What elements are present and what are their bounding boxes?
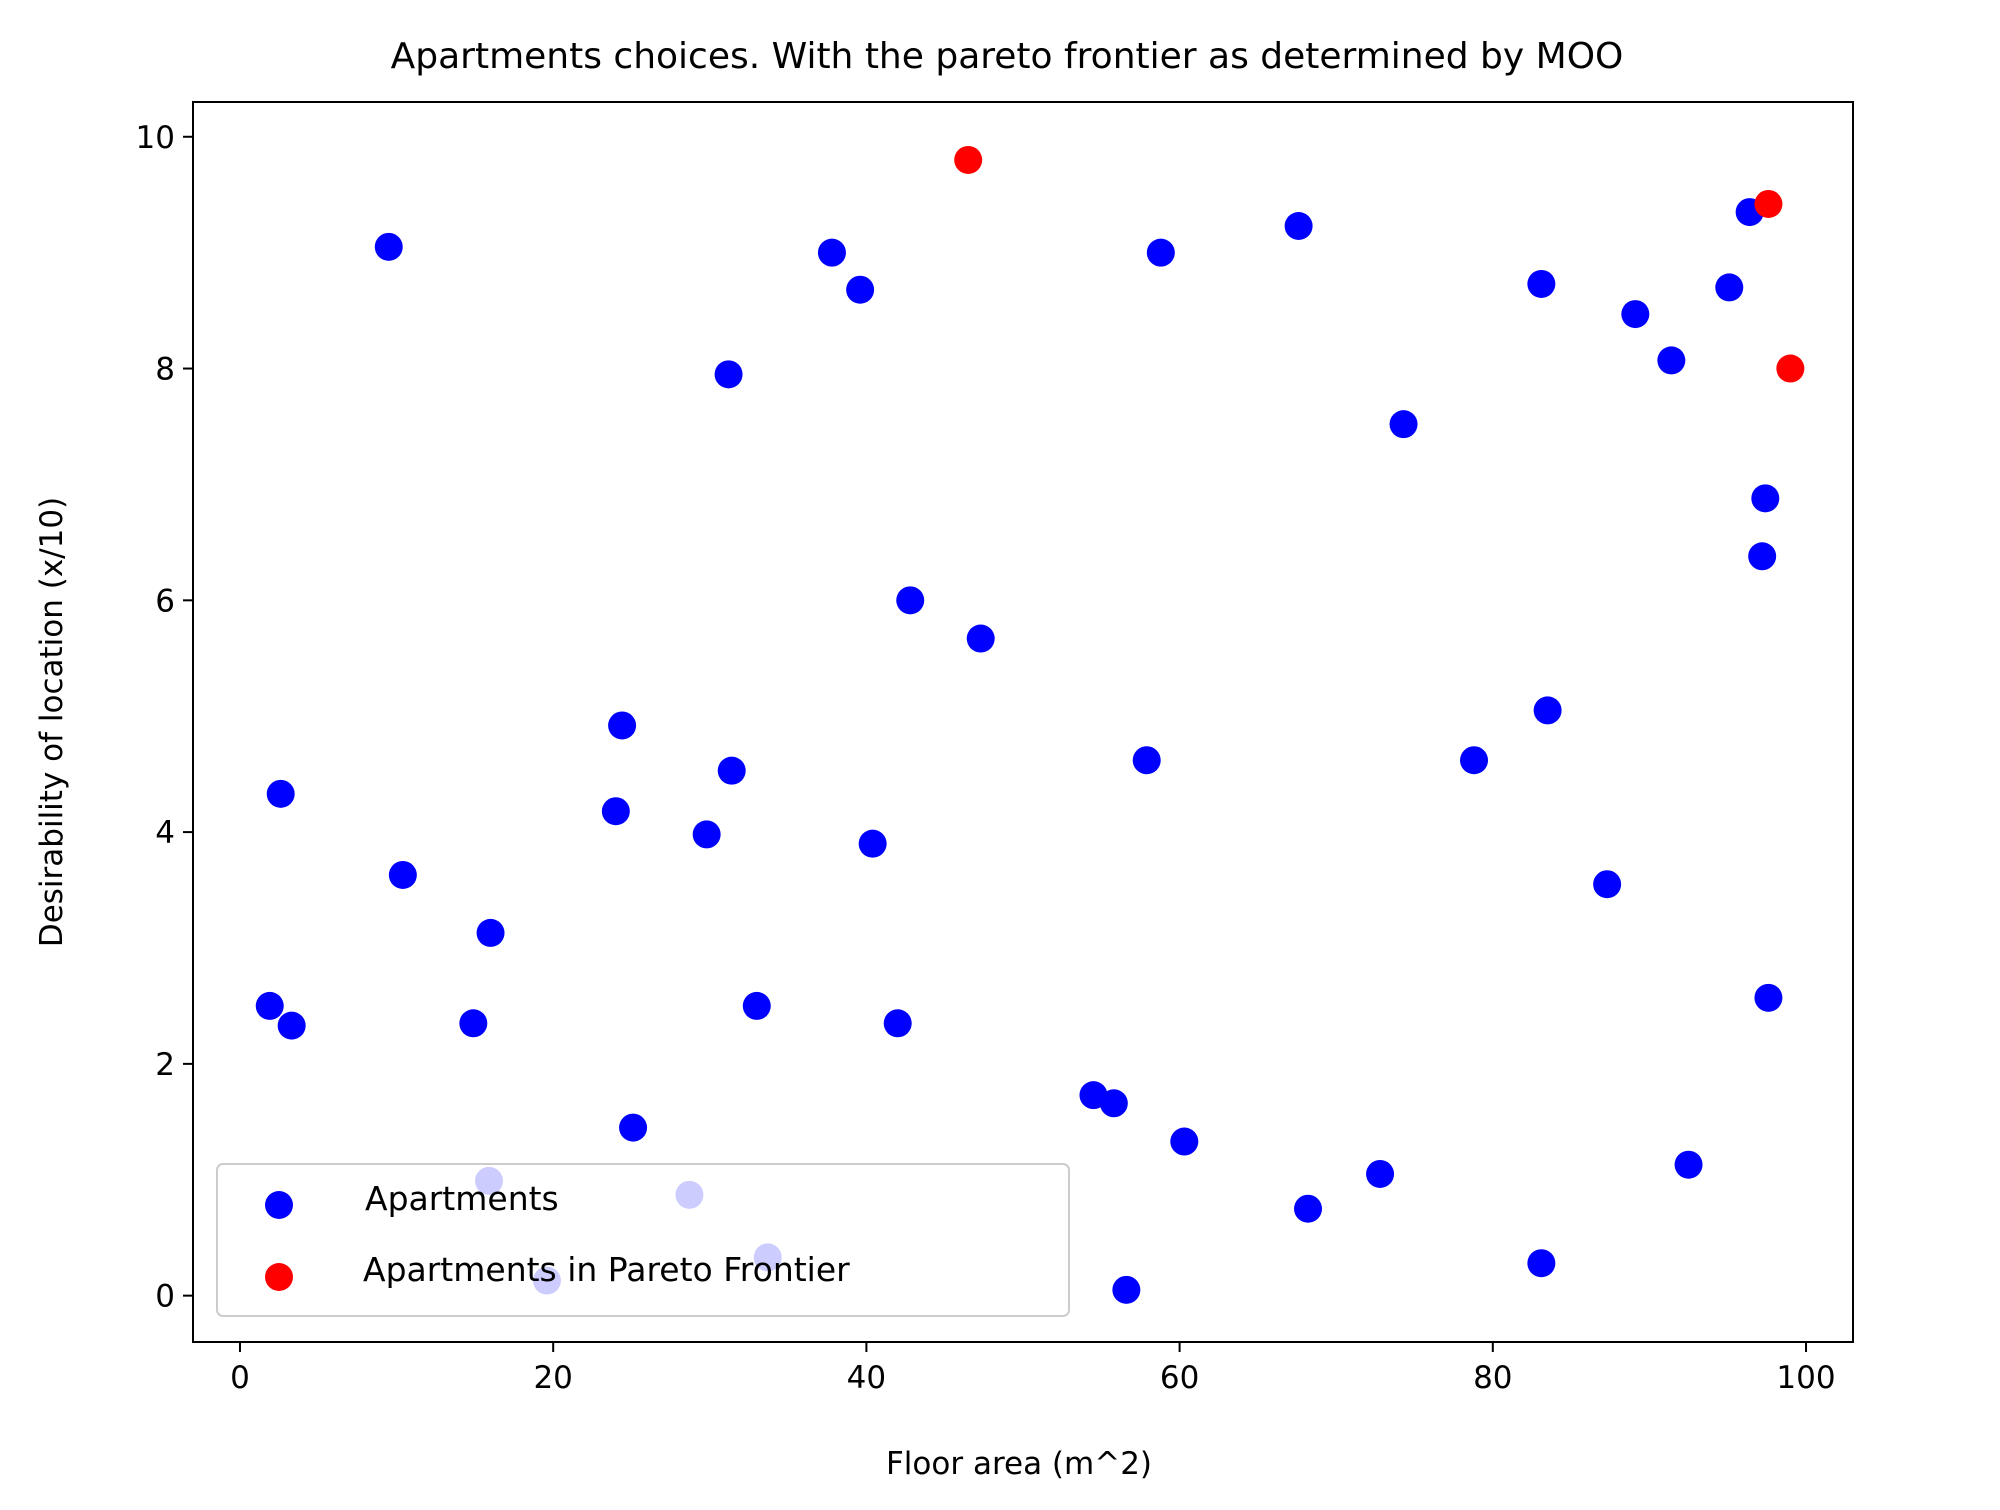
apartment-point: [255, 991, 284, 1020]
x-tick-label: 100: [1776, 1360, 1835, 1396]
chart-title: Apartments choices. With the pareto fron…: [391, 36, 1624, 77]
y-tick-label: 8: [155, 352, 175, 388]
pareto-frontier-point: [1776, 354, 1805, 383]
apartment-point: [1284, 212, 1313, 240]
y-tick-label: 4: [155, 815, 175, 851]
apartment-point: [459, 1009, 488, 1038]
apartment-point: [601, 797, 630, 826]
y-tick-label: 10: [136, 120, 175, 156]
y-tick-label: 0: [155, 1279, 175, 1315]
x-axis-label: Floor area (m^2): [886, 1446, 1152, 1482]
apartment-point: [1170, 1127, 1199, 1156]
x-tick-label: 80: [1473, 1360, 1512, 1396]
apartment-point: [476, 918, 505, 947]
apartment-point: [1112, 1275, 1141, 1304]
legend-label-apartments: Apartments: [365, 1179, 559, 1218]
apartment-point: [374, 232, 403, 261]
apartment-point: [1533, 696, 1562, 725]
data-points: [255, 145, 1805, 1304]
apartment-point: [1389, 410, 1418, 439]
pareto-frontier-point: [1754, 189, 1783, 218]
apartment-point: [388, 860, 417, 889]
legend: Apartments Apartments in Pareto Frontier: [216, 1163, 1070, 1317]
x-tick-label: 0: [230, 1360, 250, 1396]
apartment-point: [277, 1011, 306, 1040]
apartment-point: [1527, 269, 1556, 298]
apartment-point: [608, 711, 637, 740]
apartment-point: [1294, 1194, 1323, 1223]
apartment-point: [1621, 300, 1650, 329]
apartment-point: [966, 624, 995, 653]
legend-marker-apartments: [265, 1191, 293, 1219]
apartment-point: [1366, 1159, 1395, 1188]
apartment-point: [692, 820, 721, 849]
apartment-point: [1146, 238, 1175, 267]
x-tick-label: 60: [1160, 1360, 1199, 1396]
apartment-point: [1754, 983, 1783, 1012]
apartment-point: [1460, 746, 1489, 775]
apartment-point: [858, 829, 887, 858]
apartment-point: [817, 238, 846, 267]
apartment-point: [742, 991, 771, 1020]
legend-marker-pareto-frontier: [265, 1263, 293, 1291]
apartment-point: [1593, 870, 1622, 899]
apartment-point: [619, 1113, 648, 1142]
x-axis: 0 20 40 60 80 100: [230, 1342, 1836, 1396]
apartment-point: [1657, 346, 1686, 375]
apartment-point: [714, 360, 743, 389]
y-tick-label: 2: [155, 1047, 175, 1083]
legend-box: [216, 1163, 1070, 1317]
apartment-point: [896, 586, 925, 615]
apartment-point: [883, 1009, 912, 1038]
apartment-point: [1715, 273, 1744, 302]
x-tick-label: 20: [533, 1360, 572, 1396]
apartment-point: [1099, 1089, 1128, 1118]
apartment-point: [1674, 1150, 1703, 1179]
apartment-point: [846, 275, 875, 304]
y-axis: 0 2 4 6 8 10: [136, 120, 193, 1315]
plot-area: [192, 101, 1854, 1343]
legend-label-pareto-frontier: Apartments in Pareto Frontier: [363, 1250, 850, 1289]
y-axis-label: Desirability of location (x/10): [34, 497, 70, 947]
apartment-point: [717, 756, 746, 785]
apartment-point: [1132, 746, 1161, 775]
apartment-point: [266, 779, 295, 808]
y-tick-label: 6: [155, 583, 175, 619]
apartment-point: [1527, 1249, 1556, 1278]
apartment-point: [1748, 542, 1777, 571]
x-tick-label: 40: [847, 1360, 886, 1396]
apartment-point: [1751, 484, 1780, 513]
pareto-frontier-point: [954, 145, 983, 174]
